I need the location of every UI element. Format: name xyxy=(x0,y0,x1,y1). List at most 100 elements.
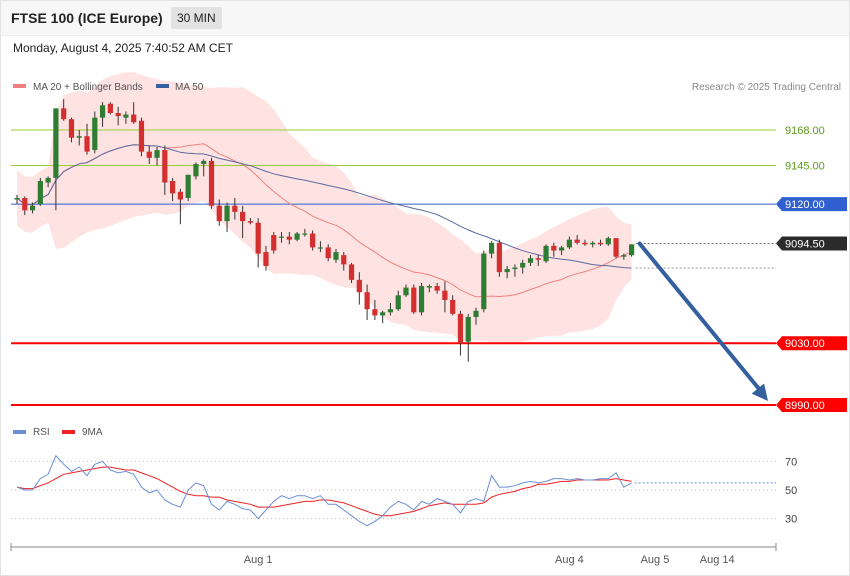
candle-body xyxy=(457,313,464,344)
ma50-swatch xyxy=(156,84,169,88)
candle-body xyxy=(232,205,238,212)
candle xyxy=(543,244,549,263)
candle xyxy=(442,281,448,313)
key-levels xyxy=(11,129,776,406)
legend-rsi-ma: 9MA xyxy=(82,427,103,438)
legend-ma20: MA 20 + Bollinger Bands xyxy=(33,82,143,93)
candle xyxy=(341,252,347,271)
candle xyxy=(364,284,370,321)
rsi-level-label-50: 50 xyxy=(785,485,797,497)
candle-body xyxy=(348,264,355,280)
candle-body xyxy=(310,233,316,248)
candle-body xyxy=(201,160,207,164)
candle-body xyxy=(621,255,627,257)
candle xyxy=(535,255,541,266)
candle-body xyxy=(481,253,487,310)
candle-body xyxy=(426,286,432,288)
candle xyxy=(325,244,331,262)
x-tick-label: Aug 5 xyxy=(641,554,670,566)
candle-body xyxy=(170,180,176,194)
candle-body xyxy=(543,245,549,262)
candle xyxy=(411,284,417,314)
candle-body xyxy=(395,295,401,310)
candle xyxy=(177,188,183,225)
candle xyxy=(527,255,534,266)
x-tick-label: Aug 1 xyxy=(244,554,273,566)
candle xyxy=(302,228,308,237)
moving-averages xyxy=(16,143,632,298)
candle xyxy=(450,295,456,316)
candle xyxy=(107,102,113,115)
candle-body xyxy=(473,310,479,317)
candle-body xyxy=(177,191,183,200)
candle-body xyxy=(325,247,331,259)
candle-body xyxy=(372,309,378,316)
candle xyxy=(465,313,471,362)
level-tag-8990.00-label: 8990.00 xyxy=(785,400,825,412)
rsi-ma-swatch xyxy=(62,430,75,434)
candle-body xyxy=(333,252,339,260)
candle xyxy=(146,145,152,164)
candle xyxy=(68,117,75,143)
candle-body xyxy=(488,242,495,254)
level-tag-9120.00-label: 9120.00 xyxy=(785,199,825,211)
projection-arrowhead xyxy=(751,383,768,401)
candle-body xyxy=(76,136,82,138)
candle-body xyxy=(162,150,168,183)
level-tag-8990.00-bg xyxy=(776,398,847,412)
candle xyxy=(418,282,425,316)
candle xyxy=(278,231,285,243)
candle xyxy=(185,174,191,202)
candle xyxy=(348,262,355,283)
candle xyxy=(559,245,565,256)
candle-body xyxy=(294,233,300,240)
candle-body xyxy=(551,245,557,251)
candle xyxy=(170,177,176,202)
candle-body xyxy=(574,239,580,243)
candle-body xyxy=(84,136,90,152)
candle xyxy=(263,245,269,271)
candle-body xyxy=(559,247,565,251)
candle xyxy=(403,284,409,297)
candle-body xyxy=(131,114,137,123)
candle-body xyxy=(185,174,191,198)
candle-body xyxy=(496,242,502,273)
rsi-ma-line xyxy=(16,466,632,517)
candle xyxy=(37,177,43,206)
level-tag-9120.00: 9120.00 xyxy=(776,197,847,212)
candle xyxy=(193,162,199,180)
x-tick-label: Aug 14 xyxy=(700,554,735,566)
candle xyxy=(590,241,596,248)
candle xyxy=(286,231,292,245)
rsi-panel: 70 50 30 xyxy=(11,454,797,527)
level-label-9145.00: 9145.00 xyxy=(785,161,825,173)
candle-body xyxy=(68,119,75,138)
candle xyxy=(605,236,611,246)
candle xyxy=(504,265,510,279)
candlesticks xyxy=(14,99,635,362)
candle xyxy=(29,202,36,214)
candle xyxy=(387,303,394,316)
candle-body xyxy=(605,238,611,245)
candle-body xyxy=(302,233,308,235)
candle-body xyxy=(403,287,409,296)
candle-body xyxy=(629,244,635,256)
bollinger-bands xyxy=(17,72,632,343)
copyright-text: Research © 2025 Trading Central xyxy=(692,82,841,93)
candle xyxy=(613,238,619,259)
candle-body xyxy=(138,120,145,152)
timeframe-button[interactable]: 30 MIN xyxy=(171,7,222,29)
candle-body xyxy=(61,108,67,120)
candle-body xyxy=(216,205,222,222)
chart-header: FTSE 100 (ICE Europe) 30 MIN xyxy=(0,0,850,36)
candle xyxy=(629,244,635,257)
candle-body xyxy=(512,267,518,270)
candle-body xyxy=(45,177,51,183)
candle xyxy=(216,199,222,226)
candle xyxy=(356,272,362,305)
candle xyxy=(380,310,386,324)
candle xyxy=(271,231,277,254)
candle xyxy=(240,205,246,239)
candle-body xyxy=(37,180,43,205)
candle xyxy=(310,230,316,251)
